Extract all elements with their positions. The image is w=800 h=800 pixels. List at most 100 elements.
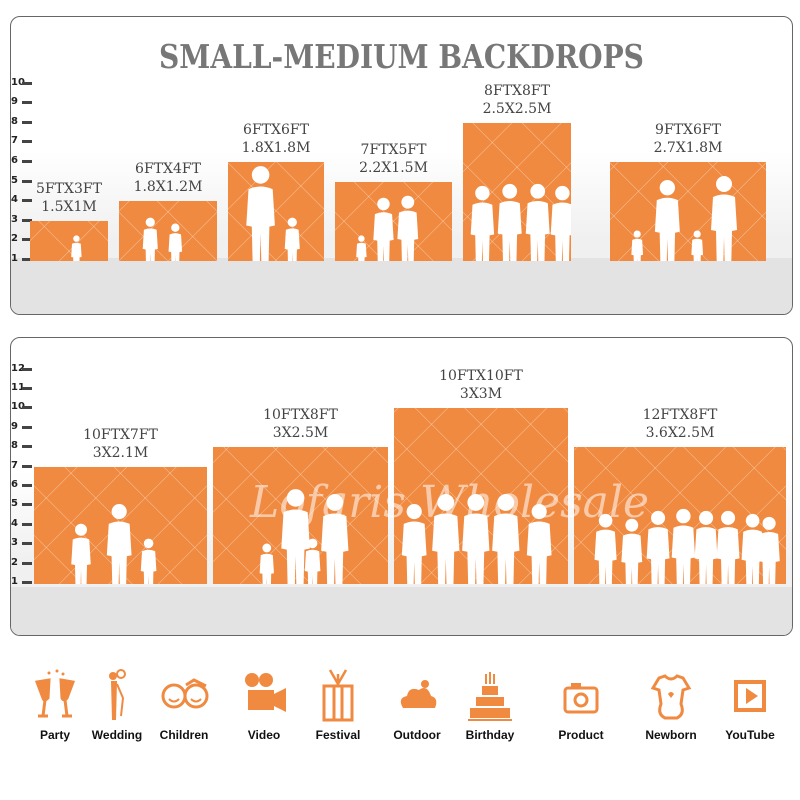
- person-silhouette: [711, 176, 737, 261]
- scale-tick-label: 3: [11, 537, 18, 549]
- scale-tick-label: 7: [11, 135, 18, 147]
- children-faces-icon: [161, 678, 209, 709]
- use-case-label: Party: [39, 728, 71, 742]
- use-case-label: Wedding: [91, 728, 143, 742]
- floor: [11, 587, 792, 635]
- size-m: 1.8X1.8M: [241, 140, 311, 156]
- scale-tick-label: 7: [11, 459, 18, 471]
- scale-tick: 2: [11, 557, 32, 568]
- film-camera-icon: [245, 673, 286, 712]
- size-label: 6FTX6FT 1.8X1.8M: [242, 121, 311, 157]
- scale-tick-label: 5: [11, 174, 18, 186]
- size-m: 3X2.5M: [272, 425, 329, 442]
- use-case-outdoor: Outdoor: [382, 668, 452, 742]
- scale-tick: 1: [11, 253, 32, 264]
- use-case-video: Video: [229, 668, 299, 742]
- scale-tick-label: 8: [11, 115, 18, 127]
- cloud-icon: [400, 680, 437, 708]
- use-case-children: Children: [149, 668, 219, 742]
- scale-tick: 5: [11, 174, 32, 186]
- size-ft: 10FTX8FT: [263, 407, 338, 424]
- backdrop-size-box: [335, 181, 452, 261]
- scale-tick: 9: [11, 97, 32, 107]
- person-silhouette: [462, 494, 490, 584]
- wedding-couple-icon: [109, 669, 126, 720]
- person-silhouette: [654, 179, 680, 261]
- size-ft: 6FTX4FT: [135, 161, 201, 178]
- scale-tick: 4: [11, 195, 32, 205]
- size-ft: 6FTX6FT: [243, 122, 309, 138]
- use-case-label: Children: [159, 728, 209, 742]
- person-silhouette: [284, 217, 300, 261]
- scale-tick: 1: [11, 576, 32, 587]
- size-ft: 10FTX7FT: [83, 426, 158, 443]
- person-silhouette: [694, 510, 718, 584]
- size-label: 10FTX10FT 3X3M: [439, 367, 523, 403]
- small-medium-panel: SMALL-MEDIUM BACKDROPS 1 2 3 4 5 6 7 8 9 10 5FTX3…: [10, 16, 793, 315]
- scale-tick-label: 9: [11, 420, 18, 432]
- scale-tick-label: 10: [11, 401, 25, 413]
- scale-tick-label: 1: [11, 576, 18, 587]
- use-case-label: Birthday: [465, 728, 515, 742]
- size-label: 7FTX5FT 2.2X1.5M: [359, 141, 428, 177]
- size-ft: 7FTX5FT: [360, 141, 427, 158]
- person-silhouette: [304, 538, 321, 584]
- person-silhouette: [691, 230, 704, 261]
- backdrop-size-box: [610, 162, 766, 261]
- use-case-product: Product: [546, 668, 616, 742]
- scale-tick: 5: [11, 498, 32, 510]
- scale-tick: 11: [11, 383, 32, 393]
- use-case-youtube: YouTube: [715, 668, 785, 742]
- person-silhouette: [401, 503, 427, 584]
- person-silhouette: [246, 166, 275, 261]
- size-label: 12FTX8FT 3.6X2.5M: [643, 406, 718, 442]
- person-silhouette: [397, 195, 419, 261]
- scale-tick: 2: [11, 234, 32, 244]
- backdrop-size-box: [394, 408, 568, 584]
- person-silhouette: [259, 543, 274, 584]
- person-silhouette: [142, 217, 158, 261]
- size-m: 1.5X1M: [41, 198, 97, 215]
- play-button-icon: [734, 680, 766, 712]
- size-label: 10FTX7FT 3X2.1M: [83, 426, 158, 462]
- size-label: 5FTX3FT 1.5X1M: [36, 180, 102, 216]
- person-silhouette: [321, 494, 349, 584]
- scale-tick: 8: [11, 115, 32, 127]
- person-silhouette: [525, 183, 550, 261]
- scale-tick-label: 1: [11, 253, 18, 264]
- size-label: 10FTX8FT 3X2.5M: [263, 406, 338, 442]
- person-silhouette: [106, 503, 132, 584]
- camera-icon: [563, 683, 599, 714]
- scale-tick-label: 6: [11, 155, 18, 166]
- scale-tick: 3: [11, 213, 32, 225]
- person-silhouette: [492, 494, 520, 584]
- scale-tick: 4: [11, 518, 32, 529]
- backdrop-size-box: [228, 162, 324, 261]
- person-silhouette: [671, 508, 696, 584]
- large-panel: 1 2 3 4 5 6 7 8 9 10 11 12 10FTX7FT 3X2.1M 10FTX8FT 3X…: [10, 337, 793, 636]
- size-ft: 12FTX8FT: [642, 407, 718, 424]
- size-ft: 8FTX8FT: [484, 82, 550, 99]
- person-silhouette: [716, 510, 740, 584]
- scale-tick-label: 3: [11, 213, 18, 225]
- person-silhouette: [741, 513, 764, 584]
- backdrop-size-box: [30, 220, 108, 261]
- person-silhouette: [281, 489, 310, 584]
- scale-tick-label: 5: [11, 498, 18, 510]
- birthday-cake-icon: [468, 672, 512, 721]
- person-silhouette: [470, 185, 495, 261]
- scale-tick: 6: [11, 155, 32, 166]
- backdrop-size-box: [574, 447, 786, 584]
- use-case-party: Party: [20, 668, 90, 742]
- size-ft: 10FTX10FT: [439, 368, 523, 385]
- person-silhouette: [140, 538, 157, 584]
- backdrop-size-box: [119, 201, 217, 261]
- size-m: 3.6X2.5M: [645, 425, 715, 442]
- scale-tick-label: 8: [11, 440, 18, 452]
- person-silhouette: [550, 185, 571, 261]
- scale-tick: 3: [11, 537, 32, 549]
- use-case-label: YouTube: [725, 728, 775, 742]
- scale-tick: 12: [11, 363, 32, 374]
- scale-tick-label: 6: [11, 479, 18, 490]
- person-silhouette: [71, 235, 82, 261]
